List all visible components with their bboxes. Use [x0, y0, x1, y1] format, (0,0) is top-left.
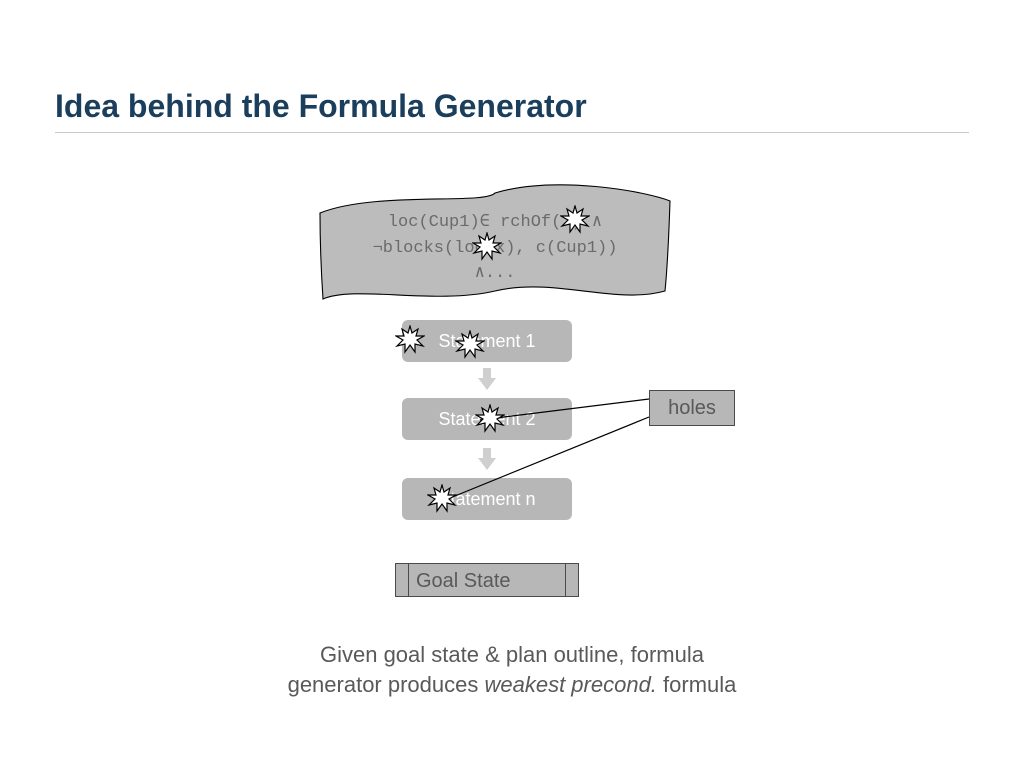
statement-1-box: Statement 1	[402, 320, 572, 362]
arrow-1	[478, 368, 496, 390]
caption-em: weakest precond.	[484, 672, 656, 697]
caption-line2a: generator produces	[288, 672, 485, 697]
caption-line2b: formula	[657, 672, 736, 697]
slide-title: Idea behind the Formula Generator	[55, 88, 587, 125]
caption: Given goal state & plan outline, formula…	[0, 640, 1024, 699]
formula-text: loc(Cup1)∈ rchOf( ) ∧ ¬blocks(loc(x), c(…	[330, 210, 660, 287]
title-underline	[55, 132, 969, 133]
goal-cap-left	[408, 564, 409, 596]
statement-2-box: Statement 2	[402, 398, 572, 440]
goal-state-label: Goal State	[416, 570, 511, 593]
formula-line2: ¬blocks(loc(x), c(Cup1))	[373, 239, 618, 258]
holes-label-box: holes	[649, 390, 735, 426]
caption-line1: Given goal state & plan outline, formula	[320, 642, 704, 667]
formula-line1: loc(Cup1)∈ rchOf( ) ∧	[388, 213, 602, 232]
goal-state-box: Goal State	[395, 563, 579, 597]
goal-cap-right	[565, 564, 566, 596]
formula-line3: ∧...	[475, 264, 516, 283]
statement-n-box: Statement n	[402, 478, 572, 520]
arrow-2	[478, 448, 496, 470]
